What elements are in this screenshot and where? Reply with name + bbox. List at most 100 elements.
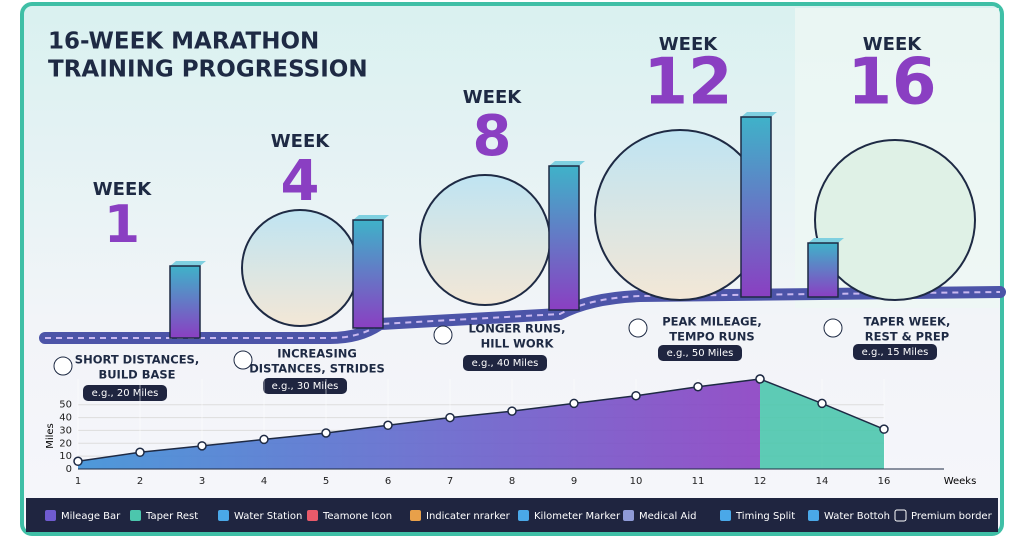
legend-icon — [623, 510, 634, 521]
mileage-bar — [740, 116, 772, 298]
legend-icon — [130, 510, 141, 521]
stage-desc: TEMPO RUNS — [669, 330, 754, 344]
stage-desc: REST & PREP — [865, 330, 949, 344]
bar-top — [170, 261, 206, 266]
stage-desc: TAPER WEEK, — [864, 315, 951, 329]
x-tick-label: 10 — [630, 476, 643, 487]
legend-icon — [410, 510, 421, 521]
legend-label: Mileage Bar — [61, 511, 121, 522]
y-tick-label: 40 — [59, 413, 72, 424]
x-tick-label: 14 — [816, 476, 829, 487]
point — [259, 434, 269, 445]
week-number: 12 — [643, 46, 732, 120]
x-tick-label: 2 — [137, 476, 143, 487]
x-tick-label: 16 — [878, 476, 891, 487]
stage-desc: SHORT DISTANCES, — [75, 353, 199, 367]
x-tick-label: 8 — [509, 476, 515, 487]
legend-label: Teamone Icon — [322, 511, 392, 522]
y-tick-label: 30 — [59, 425, 72, 436]
stage-desc: HILL WORK — [481, 337, 555, 351]
week-label: WEEK — [93, 179, 152, 200]
legend-label: Water Bottoh — [824, 511, 890, 522]
miles-pill — [83, 385, 167, 401]
point — [197, 441, 207, 451]
week-label: WEEK — [659, 34, 718, 55]
week-label: WEEK — [863, 34, 922, 55]
week-label: WEEK — [271, 131, 330, 152]
point — [507, 406, 517, 416]
mileage-bar — [548, 165, 580, 311]
point — [569, 398, 579, 409]
bar-top — [353, 215, 389, 220]
point — [817, 398, 827, 409]
legend-label: Premium border — [911, 511, 993, 522]
miles-pill — [853, 344, 937, 360]
stage-desc: BUILD BASE — [98, 368, 175, 382]
stage-icon — [628, 318, 648, 338]
x-tick-label: 7 — [447, 476, 453, 487]
miles-pill — [463, 355, 547, 371]
mileage-bar — [352, 219, 384, 329]
point — [445, 412, 455, 423]
scene-park — [814, 139, 976, 301]
area — [760, 379, 884, 469]
miles-label: e.g., 40 Miles — [472, 358, 539, 369]
stage-icon — [53, 356, 73, 376]
stage-icon — [433, 325, 453, 345]
miles-label: e.g., 20 Miles — [92, 388, 159, 399]
point — [755, 374, 765, 384]
legend-label: Indicater nrarker — [426, 511, 511, 522]
week-label: WEEK — [463, 87, 522, 108]
bar-top — [741, 112, 777, 117]
y-tick-label: 10 — [59, 451, 72, 462]
x-tick-label: 11 — [692, 476, 705, 487]
y-tick-label: 0 — [66, 464, 72, 475]
legend-label: Timing Split — [735, 511, 795, 522]
mileage-bar — [807, 242, 839, 298]
point — [321, 428, 331, 438]
legend-icon — [218, 510, 229, 521]
scene-coast — [419, 174, 551, 306]
x-axis-label: Weeks — [944, 476, 977, 487]
point — [383, 420, 393, 431]
bar-top — [808, 238, 844, 243]
x-tick-label: 5 — [323, 476, 329, 487]
legend-icon — [894, 509, 907, 522]
bar-top — [549, 161, 585, 166]
week-number: 8 — [473, 104, 512, 169]
legend-icon — [307, 510, 318, 521]
legend-label: Taper Rest — [145, 511, 198, 522]
x-tick-label: 1 — [75, 476, 81, 487]
x-tick-label: 6 — [385, 476, 391, 487]
title: TRAINING PROGRESSION — [48, 57, 368, 83]
miles-label: e.g., 50 Miles — [667, 348, 734, 359]
y-tick-label: 20 — [59, 438, 72, 449]
stage-icon — [233, 350, 253, 370]
stage-desc: LONGER RUNS, — [469, 322, 566, 336]
legend-icon — [808, 510, 819, 521]
week-number: 4 — [281, 149, 320, 214]
scene-track — [241, 209, 359, 327]
legend-icon — [45, 510, 56, 521]
point — [73, 456, 83, 467]
point — [135, 447, 145, 458]
legend-label: Kilometer Marker — [534, 511, 621, 522]
road-dash — [45, 291, 1001, 339]
x-tick-label: 3 — [199, 476, 205, 487]
title: 16-WEEK MARATHON — [48, 29, 319, 55]
x-tick-label: 12 — [754, 476, 767, 487]
stage-icon — [823, 318, 843, 338]
legend-bar — [26, 498, 998, 532]
legend-label: Medical Aid — [639, 511, 696, 522]
line — [77, 378, 761, 463]
week-number: 1 — [104, 195, 140, 255]
stage-desc: INCREASING — [277, 347, 357, 361]
legend-icon — [720, 510, 731, 521]
point — [631, 390, 641, 401]
legend-icon — [518, 510, 529, 521]
y-tick-label: 50 — [59, 400, 72, 411]
stage-desc: DISTANCES, STRIDES — [249, 362, 384, 376]
scene-mountain — [594, 129, 766, 301]
miles-pill — [658, 345, 742, 361]
mileage-bar — [169, 265, 201, 339]
